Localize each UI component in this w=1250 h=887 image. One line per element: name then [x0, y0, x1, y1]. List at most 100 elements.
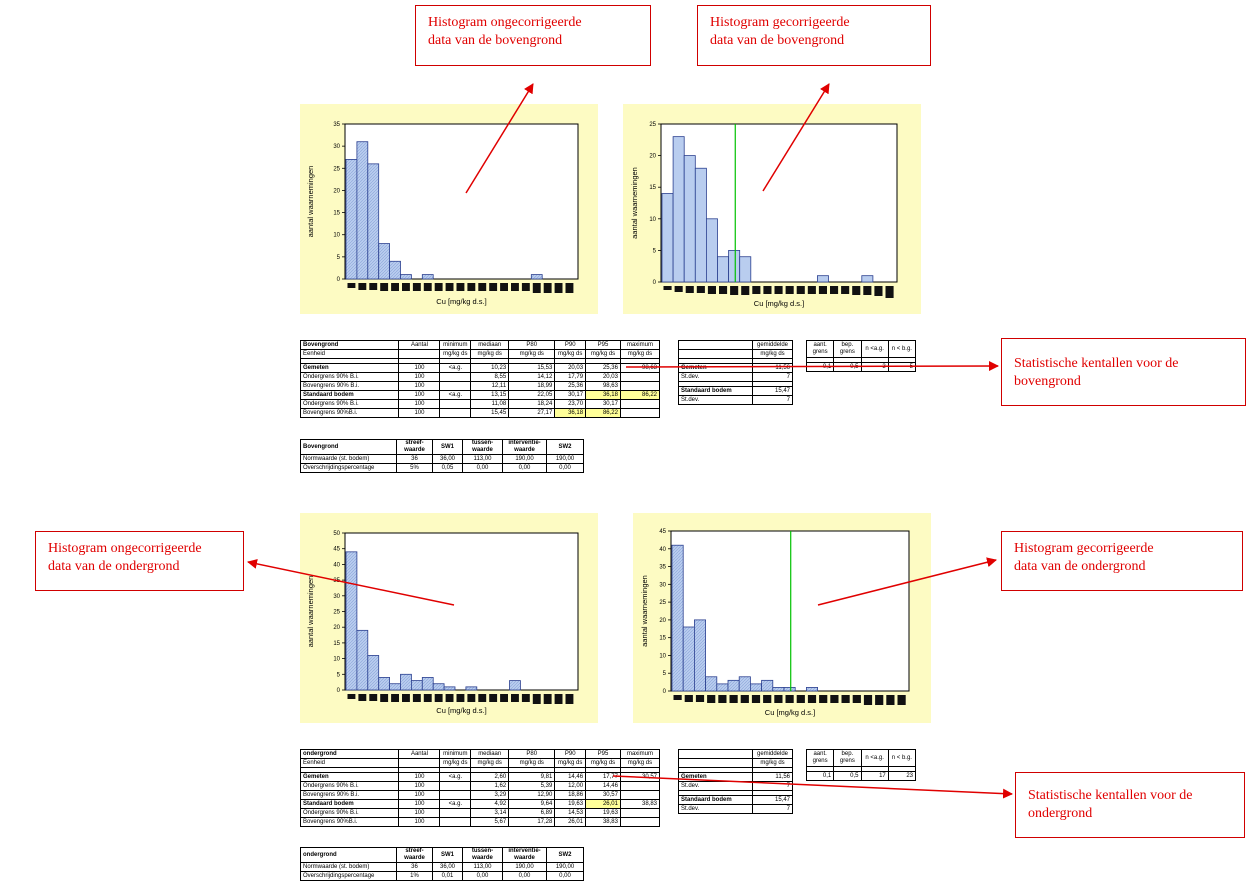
column-header: aant. grens [805, 749, 835, 767]
column-header: interventie-waarde [502, 847, 547, 863]
table-cell: Ondergrens 90% B.i. [299, 808, 400, 818]
spacer-cell [398, 358, 441, 364]
table-header-row: gemiddelde [678, 340, 793, 350]
x-tick-label [741, 286, 750, 295]
column-header: P95 [585, 340, 621, 350]
table-cell: 3 [860, 362, 889, 372]
histogram-bar [356, 141, 369, 280]
x-axis-label: Cu [mg/kg d.s.] [436, 297, 486, 306]
y-tick-label: 20 [659, 618, 666, 624]
y-tick-label: 35 [333, 578, 340, 584]
x-tick-label [478, 694, 487, 702]
unit-cell: mg/kg ds [470, 349, 510, 359]
column-header: streef-waarde [396, 847, 433, 863]
column-header: P95 [585, 749, 621, 759]
histogram-bar [672, 136, 685, 283]
table-cell [439, 790, 472, 800]
table-cell: 25,36 [585, 363, 621, 373]
table-cell: 100 [398, 799, 441, 809]
x-tick-label [875, 695, 884, 705]
table-cell: 113,00 [462, 862, 503, 872]
table-cell: 0,00 [502, 871, 547, 881]
table-cell: 17,77 [585, 772, 621, 782]
spacer-cell [887, 766, 917, 772]
table-cell: Gemeten [678, 363, 753, 373]
histogram-bar [805, 687, 818, 692]
y-tick-label: 20 [333, 188, 340, 194]
spacer-cell [752, 381, 793, 387]
histogram-bar [443, 686, 456, 691]
table-cell: Ondergrens 90% B.i. [299, 781, 400, 791]
x-tick-label [674, 286, 683, 292]
table-cell: 11,08 [470, 399, 510, 409]
spacer-cell [752, 767, 793, 773]
table-cell: 86,22 [619, 390, 661, 400]
histogram-bar [345, 551, 358, 691]
column-header: maximum [619, 340, 661, 350]
x-tick-label [751, 695, 761, 703]
x-tick-label [830, 286, 839, 294]
table-row: 0,1 0,5 3 5 [805, 362, 917, 372]
unit-cell: mg/kg ds [619, 758, 661, 768]
x-tick-label [543, 694, 552, 704]
table-cell: Standaard bodem [678, 386, 753, 396]
x-tick-label [358, 283, 367, 290]
x-tick-label [730, 286, 739, 295]
table-cell: 14,46 [585, 781, 621, 791]
chart-panel-4: 0 5 10 15 20 25 30 35 40 45 Cu [mg/kg d.s.] aantal … [633, 513, 931, 723]
histogram-bar [739, 256, 752, 283]
table-row: Standaard bodem 100 <a.g. 4,92 9,64 19,63 26,0… [299, 799, 661, 809]
table-cell: 0,00 [502, 463, 547, 473]
spacer-cell [619, 767, 661, 773]
x-tick-label [511, 694, 519, 702]
table-cell: 5% [396, 463, 433, 473]
y-tick-label: 5 [653, 248, 657, 254]
histogram-bar [465, 686, 478, 691]
table-cell: 9,81 [508, 772, 556, 782]
table-cell: 19,63 [554, 799, 587, 809]
histogram-bar [738, 676, 751, 692]
histogram-bar [772, 687, 785, 692]
table-cell: 17,79 [554, 372, 587, 382]
table-cell: Standaard bodem [299, 390, 400, 400]
x-tick-label [369, 694, 378, 701]
grens-table-topsoil: aant. grens bep. grens n <a.g. n < b.g. 0,1 0… [805, 340, 917, 372]
table-cell: 100 [398, 781, 441, 791]
column-header: bep. grens [833, 340, 862, 358]
y-axis-label: aantal waarnemingen [640, 575, 649, 647]
table-cell: St.dev. [678, 804, 753, 814]
table-cell: 36 [396, 454, 433, 464]
table-cell: St.dev. [678, 781, 753, 791]
table-cell: 0,00 [546, 463, 584, 473]
x-tick-label [863, 286, 872, 295]
y-tick-label: 25 [333, 166, 340, 172]
x-tick-label [684, 695, 693, 702]
x-tick-label [358, 694, 367, 701]
x-tick-label [391, 694, 399, 702]
table-cell: 9,64 [508, 799, 556, 809]
callout-line: Histogram ongecorrigeerde [428, 15, 582, 30]
spacer-cell [398, 767, 441, 773]
y-tick-label: 10 [659, 653, 666, 659]
x-tick-label [489, 694, 498, 702]
x-tick-label [774, 286, 783, 294]
histogram-bar [750, 683, 763, 692]
x-tick-label [500, 694, 508, 702]
y-axis-label: aantal waarnemingen [630, 167, 639, 239]
x-tick-label [511, 283, 519, 291]
chart-panel-2: 0 5 10 15 20 25 Cu [mg/kg d.s.] aantal waarnemi… [623, 104, 921, 314]
x-axis-label: Cu [mg/kg d.s.] [436, 706, 486, 715]
table-cell: 30,17 [585, 399, 621, 409]
unit-cell [678, 758, 753, 768]
mean-table-topsoil: gemiddelde mg/kg ds Gemeten 11,56 St.dev. 7 St… [678, 340, 793, 405]
histogram-bar [530, 274, 543, 280]
x-tick-label [565, 694, 574, 704]
table-cell: 2,60 [470, 772, 510, 782]
table-cell: <a.g. [439, 772, 472, 782]
column-header: P90 [554, 749, 587, 759]
column-header: ondergrond [300, 847, 397, 863]
table-row: St.dev. 7 [678, 781, 793, 791]
unit-cell: mg/kg ds [752, 349, 793, 359]
y-tick-label: 10 [333, 657, 340, 663]
unit-cell: mg/kg ds [439, 758, 472, 768]
